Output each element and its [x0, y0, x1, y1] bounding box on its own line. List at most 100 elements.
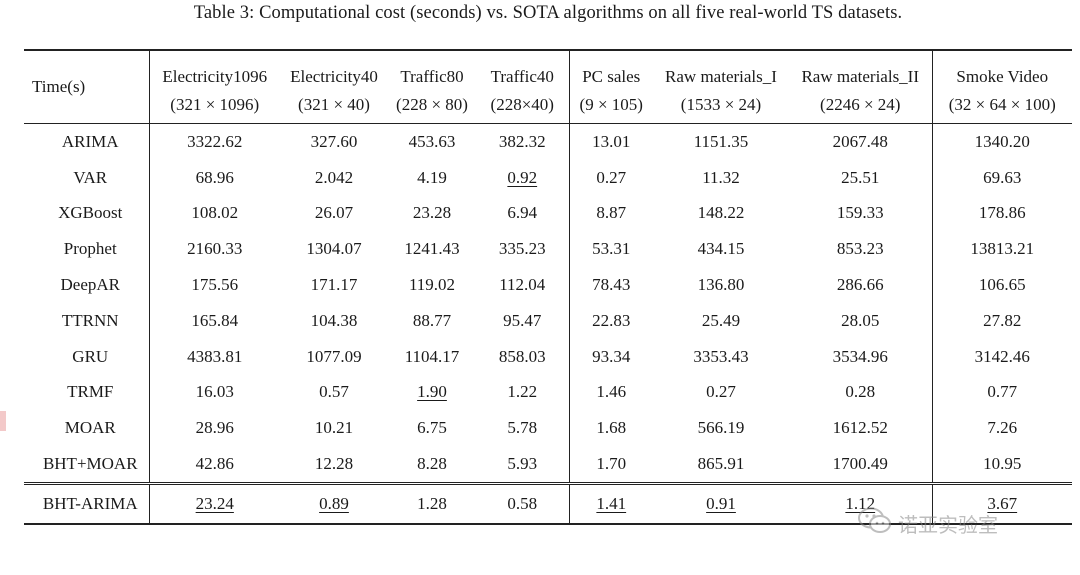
cell: 0.28: [789, 374, 933, 411]
cell: 858.03: [476, 338, 570, 375]
row-name: BHT-ARIMA: [24, 481, 150, 525]
cell: 12.28: [314, 454, 354, 474]
cell: 8.28: [417, 454, 447, 474]
cell: 42.86: [195, 454, 234, 474]
cell: 25.49: [701, 310, 741, 330]
cell: 3534.96: [789, 338, 933, 375]
cell: 0.58: [476, 481, 570, 525]
cell: 10.21: [314, 418, 354, 438]
margin-highlight: [0, 411, 6, 431]
table-row: DeepAR 175.56 171.17 119.02 112.04 78.43…: [24, 267, 1072, 303]
table-row: XGBoost 108.02 26.07 23.28 6.94 8.87 148…: [24, 195, 1072, 232]
header-col-dims: (228 × 80): [396, 95, 468, 114]
cell: 28.96: [195, 418, 234, 438]
cell: 13813.21: [970, 239, 1035, 259]
header-col-name: Raw materials_II: [789, 49, 933, 87]
cell: 69.63: [983, 167, 1022, 187]
cell: 865.91: [697, 454, 745, 474]
cell: 1.22: [476, 374, 570, 411]
watermark: 诺亚实验室: [858, 507, 998, 540]
cell-wrap: 0.91: [653, 481, 789, 525]
cell: 88.77: [412, 310, 452, 330]
cell-wrap: 0.92: [476, 159, 570, 196]
table-row: GRU 4383.81 1077.09 1104.17 858.03 93.34…: [24, 338, 1072, 375]
cell: 2.042: [314, 167, 354, 187]
cell: 434.15: [697, 239, 745, 259]
cell: 5.78: [476, 410, 570, 447]
header-col-dims: (228×40): [476, 87, 570, 124]
cell: 3142.46: [974, 346, 1030, 366]
table-caption: Table 3: Computational cost (seconds) vs…: [193, 3, 903, 23]
cell: 25.51: [789, 159, 933, 196]
cell: 53.31: [592, 239, 631, 259]
watermark-text: 诺亚实验室: [898, 513, 998, 537]
cell: 0.27: [596, 167, 627, 187]
header-col-name: Electricity40: [280, 49, 388, 87]
cell: 159.33: [789, 195, 933, 232]
cell: 5.93: [476, 446, 570, 484]
header-col-dims: (32 × 64 × 100): [948, 95, 1056, 114]
header-col-name: Smoke Video: [932, 49, 1072, 87]
row-name: ARIMA: [24, 122, 150, 160]
header-col-name: Electricity1096: [149, 49, 280, 87]
cell: 335.23: [476, 231, 570, 268]
cell: 136.80: [697, 275, 745, 295]
cell-wrap: 1.41: [569, 481, 653, 525]
cell: 78.43: [592, 275, 631, 295]
cell: 1700.49: [789, 446, 933, 484]
cell: 7.26: [987, 418, 1018, 438]
cell: 10.95: [983, 454, 1022, 474]
cell: 382.32: [476, 122, 570, 160]
cell: 0.77: [987, 382, 1018, 402]
header-row-names: Time(s) Electricity1096 Electricity40 Tr…: [24, 49, 1072, 124]
cell: 68.96: [195, 167, 234, 187]
cell: 8.87: [596, 203, 627, 223]
cell: 1.70: [596, 454, 627, 474]
row-name: BHT+MOAR: [24, 446, 150, 484]
cell: 3.67: [987, 493, 1018, 513]
cell: 23.24: [195, 493, 234, 513]
header-time-label: Time(s): [24, 49, 150, 124]
cell: 23.28: [412, 203, 452, 223]
cell: 6.94: [476, 195, 570, 232]
cell: 148.22: [697, 203, 745, 223]
row-name: VAR: [24, 159, 150, 196]
cell: 165.84: [191, 310, 239, 330]
cell: 0.91: [706, 493, 736, 513]
cell: 1151.35: [653, 122, 789, 160]
header-col-dims: (321 × 1096): [170, 95, 260, 114]
header-col-name: Traffic80: [388, 49, 476, 87]
cell: 95.47: [476, 302, 570, 339]
cell: 0.89: [319, 493, 349, 513]
cell: 11.32: [702, 167, 740, 187]
cell: 1241.43: [404, 239, 460, 259]
cell: 1.90: [417, 382, 447, 402]
cell: 1.68: [596, 418, 627, 438]
table-row: Prophet 2160.33 1304.07 1241.43 335.23 5…: [24, 231, 1072, 268]
cell: 0.57: [319, 382, 349, 402]
header-col-dims: (321 × 40): [298, 95, 370, 114]
row-name: XGBoost: [24, 195, 150, 232]
cell: 1340.20: [932, 122, 1072, 160]
table-row: TRMF 16.03 0.57 1.90 1.22 1.46 0.27 0.28…: [24, 374, 1072, 411]
header-col-dims: (9 × 105): [579, 95, 643, 114]
cell: 1304.07: [306, 239, 362, 259]
cell: 27.82: [983, 310, 1022, 330]
table-row: TTRNN 165.84 104.38 88.77 95.47 22.83 25…: [24, 302, 1072, 339]
cell-wrap: 23.24: [149, 481, 280, 525]
cell: 453.63: [388, 122, 476, 160]
cell: 4383.81: [187, 346, 243, 366]
cell-wrap: 1.90: [388, 375, 476, 411]
cell: 13.01: [569, 122, 653, 160]
cell: 0.92: [507, 167, 538, 187]
cell: 3322.62: [149, 122, 280, 160]
row-name: DeepAR: [24, 267, 150, 303]
cell: 108.02: [191, 203, 239, 223]
row-name: GRU: [24, 338, 150, 375]
header-col-name: Raw materials_I: [653, 49, 789, 87]
cell: 26.07: [314, 203, 354, 223]
header-col-name: Traffic40: [476, 49, 570, 87]
cell: 566.19: [697, 418, 745, 438]
results-table: Time(s) Electricity1096 Electricity40 Tr…: [24, 49, 1072, 525]
cell: 1.46: [596, 382, 627, 402]
